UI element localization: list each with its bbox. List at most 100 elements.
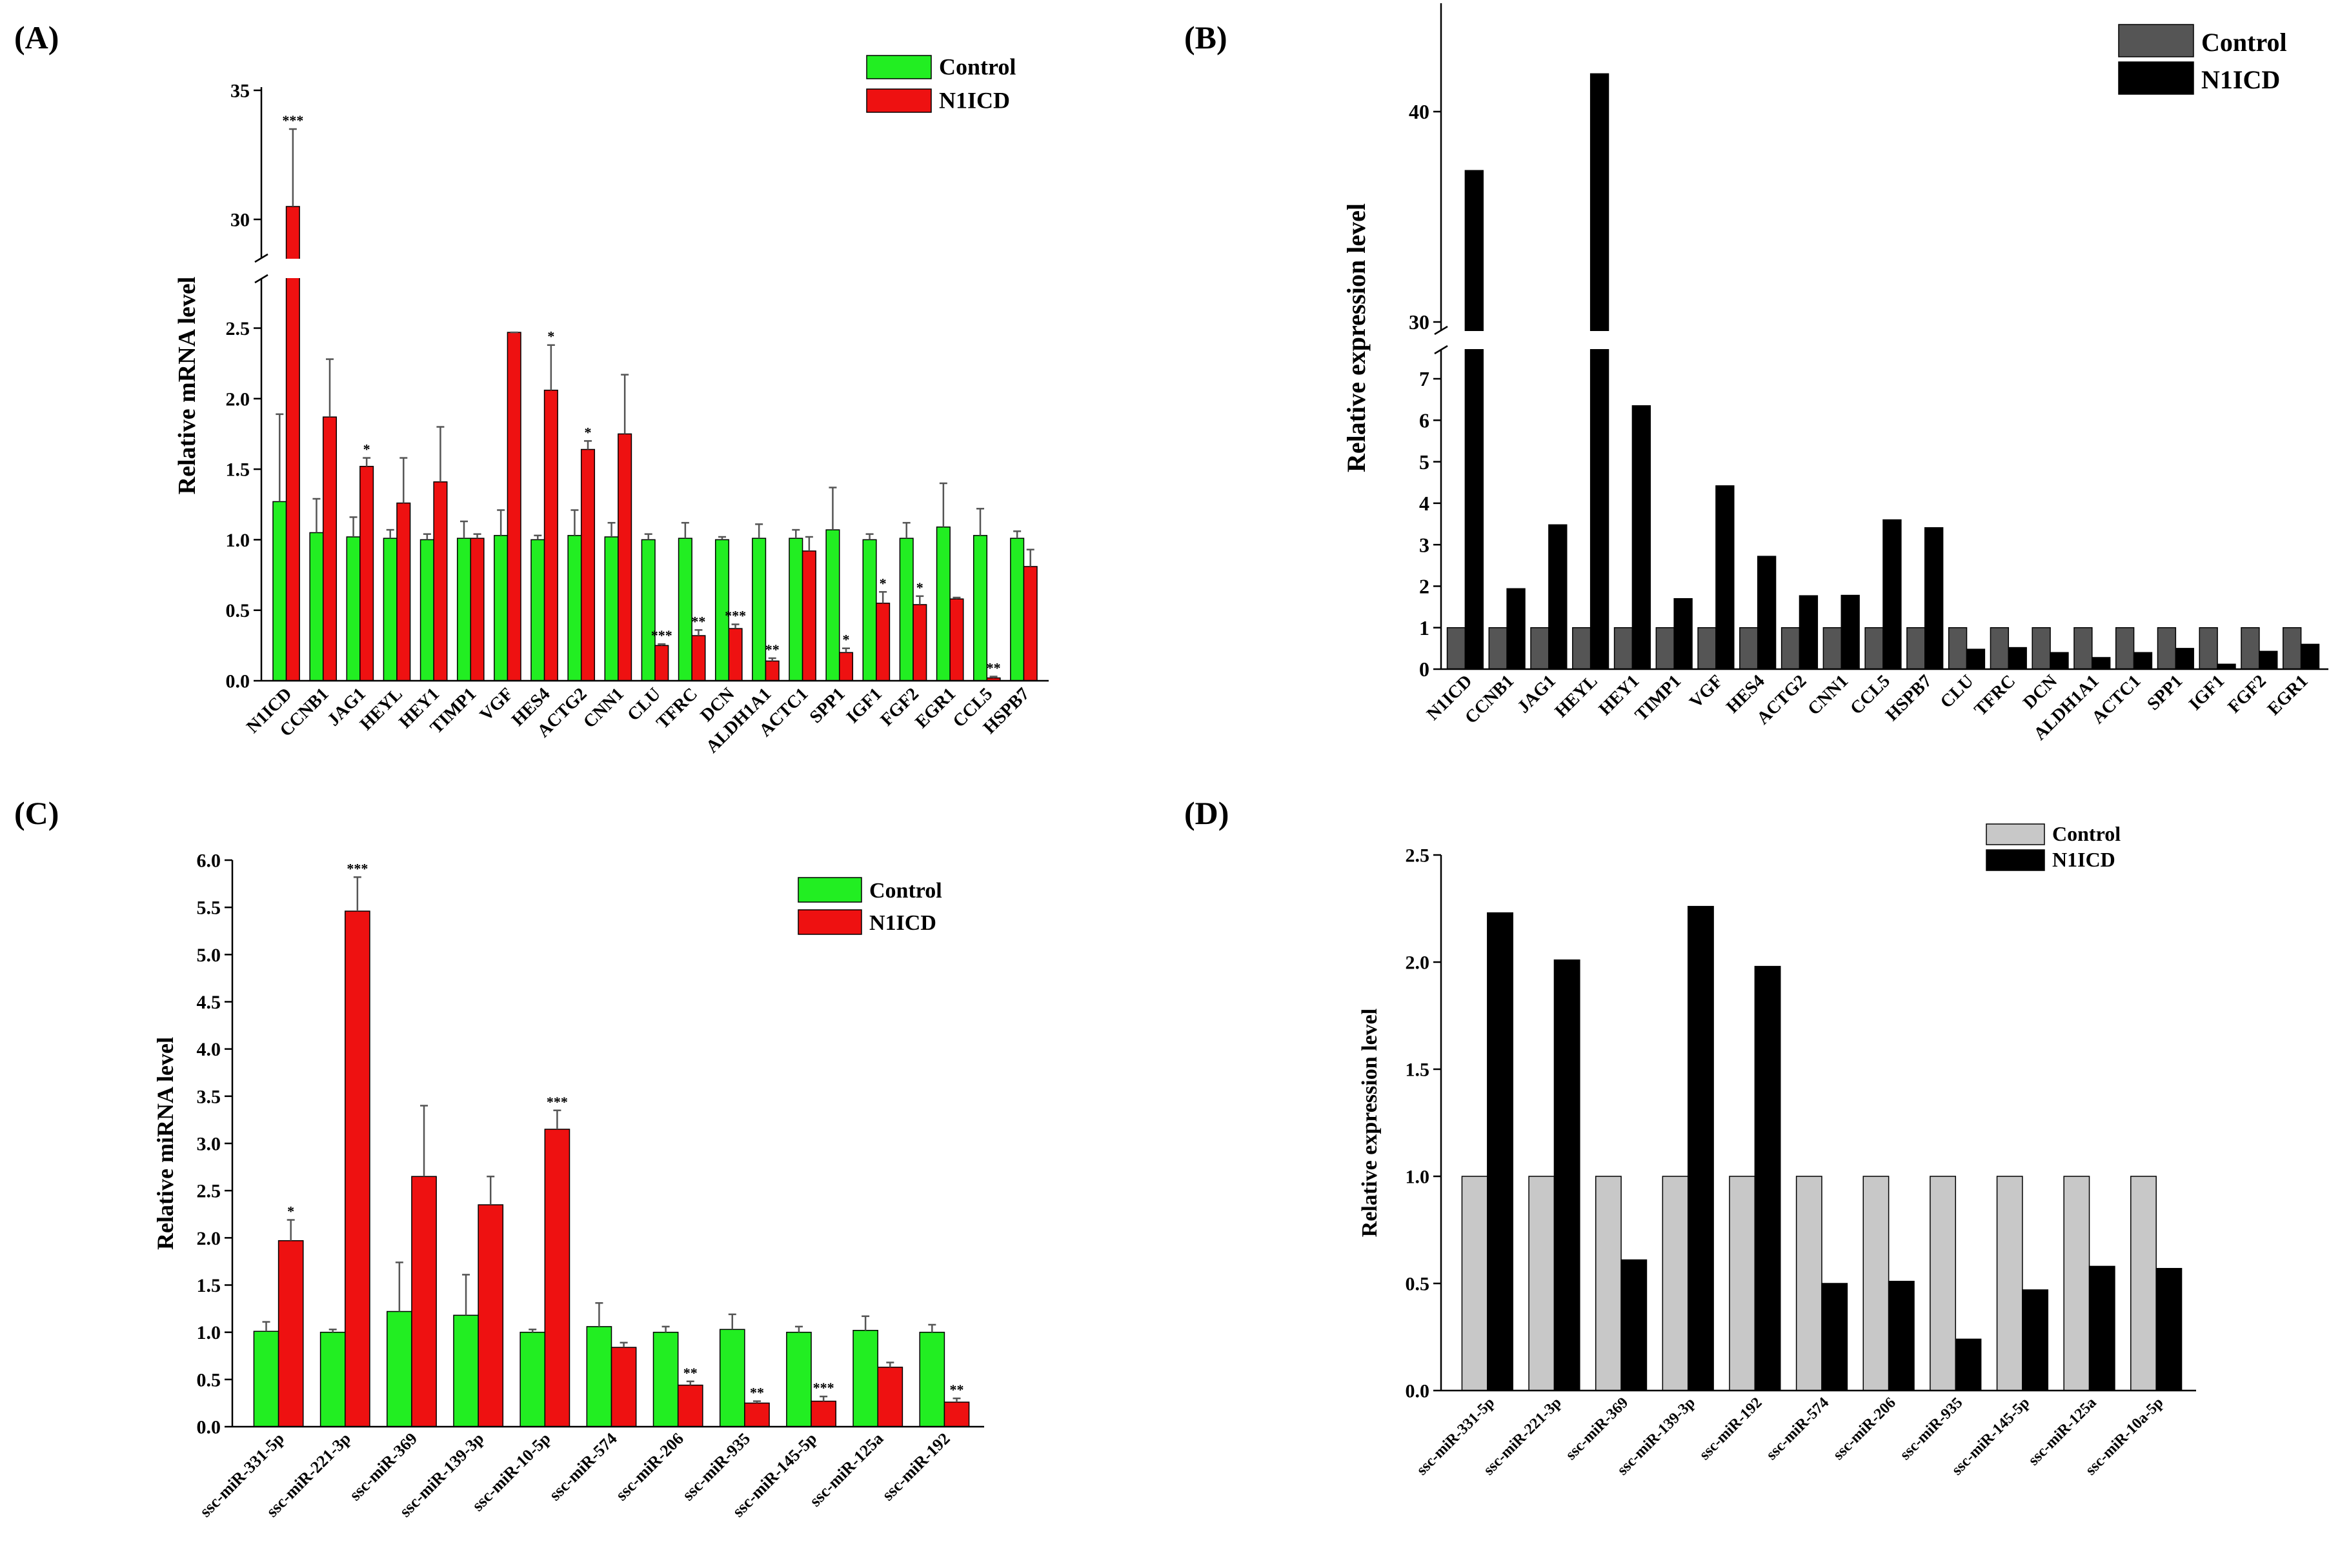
y-axis-label: Relative expression level (1342, 203, 1371, 472)
bar-n1icd-15 (838, 652, 854, 681)
significance-marker-8: *** (813, 1380, 834, 1396)
panel-a-label: (A) (14, 19, 59, 55)
y-tick-label-main-4: 2.0 (197, 1228, 221, 1249)
bar-n1icd-6 (677, 1384, 703, 1427)
bar-n1icd-9 (1841, 594, 1860, 670)
bar-n1icd-1 (1553, 959, 1580, 1391)
y-tick-label-lower-6: 6 (1419, 408, 1429, 432)
bar-control-1 (319, 1331, 346, 1427)
bar-n1icd-14 (802, 550, 816, 681)
bar-n1icd-5 (470, 538, 485, 681)
legend-label-control: Control (869, 879, 942, 903)
panel-c: (C) *ssc-miR-331-5p***ssc-miR-221-3pssc-… (14, 795, 984, 1521)
legend-label-n1icd: N1ICD (939, 88, 1010, 114)
axis-break-gap (263, 259, 1044, 278)
bar-control-13 (752, 538, 767, 681)
y-tick-label-main-1: 0.5 (1406, 1274, 1430, 1295)
bar-n1icd-9 (2088, 1265, 2115, 1391)
bar-control-19 (2241, 627, 2260, 670)
y-axis-label: Relative miRNA level (152, 1037, 178, 1250)
y-tick-label-main-6: 3.0 (197, 1134, 221, 1155)
bar-control-15 (825, 529, 840, 681)
bar-control-5 (586, 1326, 612, 1427)
bar-control-16 (2115, 627, 2135, 670)
y-tick-label-lower-5: 5 (1419, 450, 1429, 474)
bar-control-16 (862, 539, 877, 681)
panel-b-label: (B) (1184, 19, 1227, 55)
bar-control-4 (1613, 627, 1633, 670)
break-mark-upper (1434, 325, 1448, 336)
bar-control-8 (786, 1331, 812, 1427)
bar-control-2 (346, 536, 361, 681)
legend-swatch-control (866, 55, 932, 79)
bar-n1icd-19 (2259, 650, 2278, 670)
bar-n1icd-12 (728, 628, 743, 681)
category-label-17: SPP1 (2143, 671, 2186, 714)
bar-n1icd-16 (2133, 652, 2153, 670)
significance-marker-12: *** (725, 608, 746, 624)
legend-swatch-n1icd (798, 909, 862, 935)
legend-swatch-control (1986, 823, 2045, 845)
category-label-20: EGR1 (2264, 671, 2312, 719)
legend-swatch-control (2118, 24, 2194, 57)
y-tick-label-main-4: 2.0 (1406, 952, 1430, 974)
legend-label-n1icd: N1ICD (869, 911, 936, 935)
bar-n1icd-1 (1506, 588, 1526, 670)
y-tick-label-lower-7: 7 (1419, 367, 1429, 390)
bar-control-7 (530, 539, 545, 681)
bar-n1icd-10 (654, 645, 669, 681)
y-tick-label-lower-1: 1 (1419, 616, 1429, 639)
bar-control-7 (1930, 1176, 1957, 1391)
bar-control-20 (1010, 538, 1025, 681)
legend-label-n1icd: N1ICD (2201, 65, 2280, 94)
y-tick-label-main-5: 2.5 (1406, 845, 1430, 867)
y-tick-label-main-10: 5.0 (197, 945, 221, 966)
y-tick-label-upper-0: 30 (230, 210, 250, 231)
bar-control-1 (1528, 1176, 1555, 1391)
bar-n1icd-3 (1687, 905, 1714, 1391)
bar-n1icd-4 (433, 481, 448, 681)
y-tick-label-main-2: 1.0 (1406, 1167, 1430, 1188)
significance-marker-13: ** (765, 641, 780, 658)
bar-n1icd-0 (277, 1240, 304, 1427)
y-tick-label-lower-0: 0 (1419, 658, 1429, 681)
bar-n1icd-13 (765, 660, 780, 681)
y-tick-label-upper-1: 40 (1409, 100, 1429, 123)
category-label-10: ssc-miR-192 (878, 1429, 954, 1505)
category-label-6: ssc-miR-206 (612, 1429, 687, 1505)
panel-a-chart: ***N1ICDCCNB1*JAG1HEYLHEY1TIMP1VGF*HES4*… (174, 54, 1049, 757)
axis-break-gap (1442, 331, 2323, 349)
bar-control-3 (383, 538, 398, 681)
y-tick-label-main-11: 5.5 (197, 898, 221, 919)
category-label-11: HSPB7 (1882, 671, 1936, 725)
y-tick-label-main-0: 0.0 (1406, 1381, 1430, 1402)
break-mark-lower (254, 274, 268, 284)
bar-n1icd-9 (877, 1367, 903, 1427)
category-label-5: TIMP1 (1631, 671, 1686, 725)
significance-marker-10: ** (949, 1382, 963, 1398)
category-label-3: HEYL (356, 684, 407, 734)
y-tick-label-main-0: 0.0 (197, 1417, 221, 1438)
bar-control-8 (1780, 627, 1800, 670)
significance-marker-6: ** (683, 1365, 698, 1381)
bar-control-0 (253, 1331, 279, 1427)
significance-marker-2: * (363, 441, 370, 457)
bar-n1icd-10 (2155, 1268, 2183, 1391)
bar-n1icd-8 (580, 448, 596, 681)
bar-n1icd-12 (1966, 648, 1986, 670)
bar-n1icd-6 (1715, 485, 1735, 670)
bar-control-0 (1461, 1176, 1488, 1391)
bar-n1icd-10 (943, 1402, 970, 1427)
y-tick-label-lower-2: 2 (1419, 575, 1429, 598)
bar-control-9 (852, 1329, 878, 1427)
bar-control-18 (2199, 627, 2218, 670)
bar-control-13 (1990, 627, 2010, 670)
significance-marker-19: ** (987, 659, 1001, 676)
bar-control-5 (1655, 627, 1675, 670)
bar-control-19 (973, 535, 988, 681)
bar-control-4 (519, 1331, 546, 1427)
category-label-5: ssc-miR-574 (545, 1429, 621, 1505)
category-label-15: SPP1 (806, 684, 849, 727)
bar-control-10 (2130, 1176, 2157, 1391)
y-tick-label-lower-5: 2.5 (226, 318, 250, 339)
